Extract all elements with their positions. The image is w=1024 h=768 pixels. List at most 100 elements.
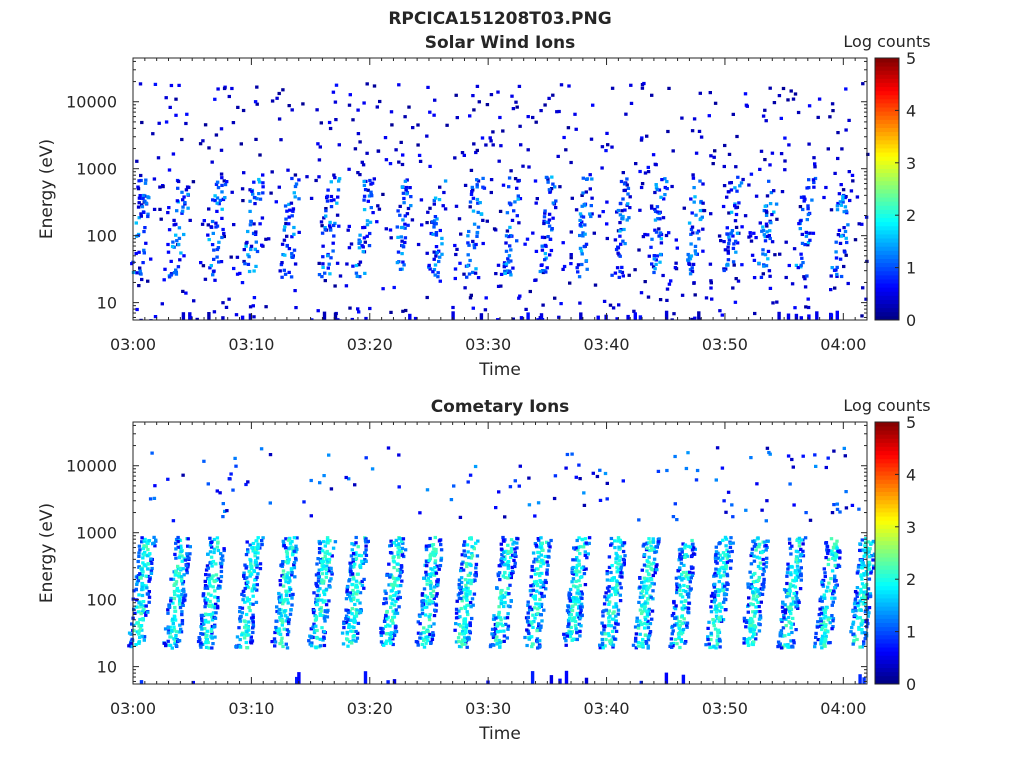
spectrogram-cell	[506, 260, 511, 264]
spectrogram-cell	[360, 579, 364, 584]
spectrogram-cell	[683, 546, 687, 550]
spectrogram-cell	[639, 611, 644, 616]
spectrogram-cell	[756, 589, 760, 593]
spectrogram-cell	[170, 629, 174, 633]
spectrogram-cell	[754, 543, 758, 547]
spectrogram-cell	[386, 446, 391, 450]
spectrogram-cell	[351, 597, 356, 601]
spectrogram-cell	[735, 241, 740, 245]
spectrogram-cell	[286, 619, 291, 623]
panel-title: Cometary Ions	[431, 397, 570, 417]
spectrogram-cell	[819, 638, 823, 642]
spectrogram-cell	[509, 538, 514, 542]
spectrogram-cell	[663, 185, 667, 190]
spectrogram-cell	[510, 569, 515, 573]
spectrogram-cell	[213, 589, 217, 593]
spectrogram-cell	[214, 562, 218, 566]
spectrogram-cell	[284, 217, 288, 221]
spectrogram-cell	[589, 214, 593, 219]
spectrogram-cell	[269, 191, 273, 195]
spectrogram-cell	[357, 263, 361, 267]
colorbar-tick-label: 4	[906, 101, 916, 120]
spectrogram-cell	[549, 538, 553, 543]
spectrogram-cell	[514, 554, 518, 558]
spectrogram-cell	[566, 605, 571, 609]
spectrogram-cell	[404, 188, 408, 192]
spectrogram-cell	[215, 578, 219, 582]
spectrogram-cell	[156, 156, 161, 160]
spectrogram-cell	[680, 606, 684, 610]
spectrogram-layer	[127, 446, 878, 684]
spectrogram-cell	[425, 582, 429, 586]
spectrogram-cell	[425, 295, 429, 300]
spectrogram-cell	[175, 630, 179, 634]
spectrogram-cell	[673, 616, 677, 620]
spectrogram-cell	[321, 540, 326, 544]
spectrogram-cell	[137, 196, 142, 200]
colorbar-step	[875, 180, 899, 186]
colorbar-step	[875, 70, 899, 75]
spectrogram-cell	[813, 165, 817, 169]
spectrogram-cell	[714, 545, 718, 549]
spectrogram-cell	[139, 178, 143, 183]
spectrogram-cell	[204, 573, 208, 577]
spectrogram-cell	[673, 266, 678, 270]
spectrogram-cell	[600, 641, 605, 645]
spectrogram-cell	[829, 549, 833, 553]
spectrogram-cell	[783, 634, 787, 638]
y-tick-label: 1000	[76, 160, 117, 179]
spectrogram-cell	[432, 596, 436, 600]
spectrogram-cell	[199, 625, 203, 629]
spectrogram-cell	[312, 609, 317, 613]
spectrogram-cell	[141, 546, 146, 551]
spectrogram-cell	[462, 636, 467, 640]
spectrogram-cell	[829, 208, 834, 212]
spectrogram-cell	[427, 624, 431, 629]
spectrogram-cell	[534, 543, 538, 547]
spectrogram-cell	[650, 237, 654, 241]
spectrogram-cell	[771, 301, 775, 305]
spectrogram-cell	[384, 641, 388, 645]
spectrogram-cell	[842, 226, 846, 230]
spectrogram-cell	[321, 262, 325, 266]
spectrogram-cell	[363, 225, 367, 229]
spectrogram-cell	[171, 519, 176, 523]
spectrogram-cell	[657, 227, 661, 231]
spectrogram-cell	[282, 268, 286, 272]
spectrogram-cell	[138, 266, 142, 270]
spectrogram-cell	[539, 313, 544, 320]
spectrogram-cell	[495, 642, 499, 646]
spectrogram-cell	[835, 547, 839, 551]
spectrogram-cell	[588, 173, 592, 177]
spectrogram-cell	[314, 624, 318, 628]
spectrogram-cell	[137, 179, 141, 183]
spectrogram-cell	[534, 249, 539, 253]
spectrogram-cell	[498, 640, 502, 644]
spectrogram-cell	[370, 181, 375, 185]
y-axis-label: Energy (eV)	[37, 139, 57, 239]
spectrogram-cell	[358, 609, 362, 614]
spectrogram-cell	[242, 571, 246, 575]
spectrogram-cell	[640, 589, 645, 593]
spectrogram-cell	[437, 259, 441, 264]
spectrogram-cell	[612, 576, 616, 580]
spectrogram-cell	[611, 635, 615, 639]
spectrogram-cell	[255, 556, 260, 560]
spectrogram-cell	[555, 110, 559, 114]
spectrogram-cell	[331, 90, 336, 94]
spectrogram-cell	[688, 268, 693, 272]
spectrogram-cell	[673, 502, 677, 506]
spectrogram-cell	[602, 602, 607, 606]
spectrogram-cell	[420, 603, 424, 607]
spectrogram-cell	[675, 642, 679, 646]
spectrogram-cell	[654, 545, 658, 549]
spectrogram-cell	[680, 572, 684, 576]
spectrogram-cell	[173, 552, 177, 556]
spectrogram-cell	[680, 550, 684, 554]
spectrogram-cell	[327, 262, 331, 266]
spectrogram-cell	[379, 640, 384, 644]
spectrogram-cell	[580, 262, 584, 267]
spectrogram-cell	[320, 224, 324, 228]
spectrogram-cell	[223, 509, 227, 513]
spectrogram-cell	[721, 551, 726, 555]
